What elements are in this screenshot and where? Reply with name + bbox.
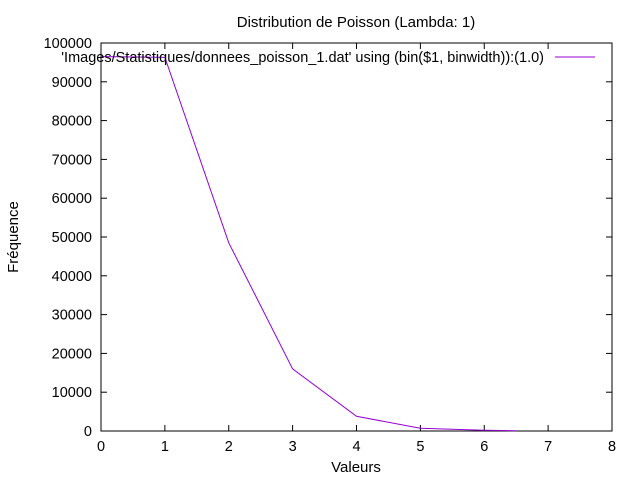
y-axis-label: Fréquence: [5, 201, 22, 273]
y-tick-label: 90000: [52, 75, 92, 91]
series-line: [100, 56, 517, 432]
y-tick-label: 20000: [52, 346, 92, 362]
y-tick-label: 100000: [44, 36, 92, 52]
x-tick-label: 8: [608, 439, 616, 455]
x-axis-label: Valeurs: [331, 459, 381, 476]
legend: 'Images/Statistiques/donnees_poisson_1.d…: [61, 50, 595, 66]
y-tick-label: 10000: [52, 385, 92, 401]
x-tick-label: 4: [352, 439, 360, 455]
y-tick-label: 80000: [52, 114, 92, 130]
x-tick-label: 1: [161, 439, 169, 455]
x-axis-ticks: 0 1 2 3 4 5 6 7 8: [97, 43, 616, 455]
x-tick-label: 0: [97, 439, 105, 455]
legend-label: 'Images/Statistiques/donnees_poisson_1.d…: [61, 50, 544, 66]
x-tick-label: 5: [416, 439, 424, 455]
x-tick-label: 2: [225, 439, 233, 455]
y-tick-label: 60000: [52, 191, 92, 207]
y-axis-ticks: 0 10000 20000 30000 40000 50000 60000 70000 8000…: [44, 36, 612, 440]
y-tick-label: 50000: [52, 230, 92, 246]
y-tick-label: 70000: [52, 152, 92, 168]
x-tick-label: 6: [480, 439, 488, 455]
y-tick-label: 30000: [52, 308, 92, 324]
x-tick-label: 7: [544, 439, 552, 455]
x-tick-label: 3: [289, 439, 297, 455]
y-tick-label: 0: [84, 424, 92, 440]
series-layer: [100, 56, 517, 432]
y-tick-label: 40000: [52, 269, 92, 285]
plot-frame: [100, 42, 613, 432]
chart-title: Distribution de Poisson (Lambda: 1): [237, 14, 475, 31]
